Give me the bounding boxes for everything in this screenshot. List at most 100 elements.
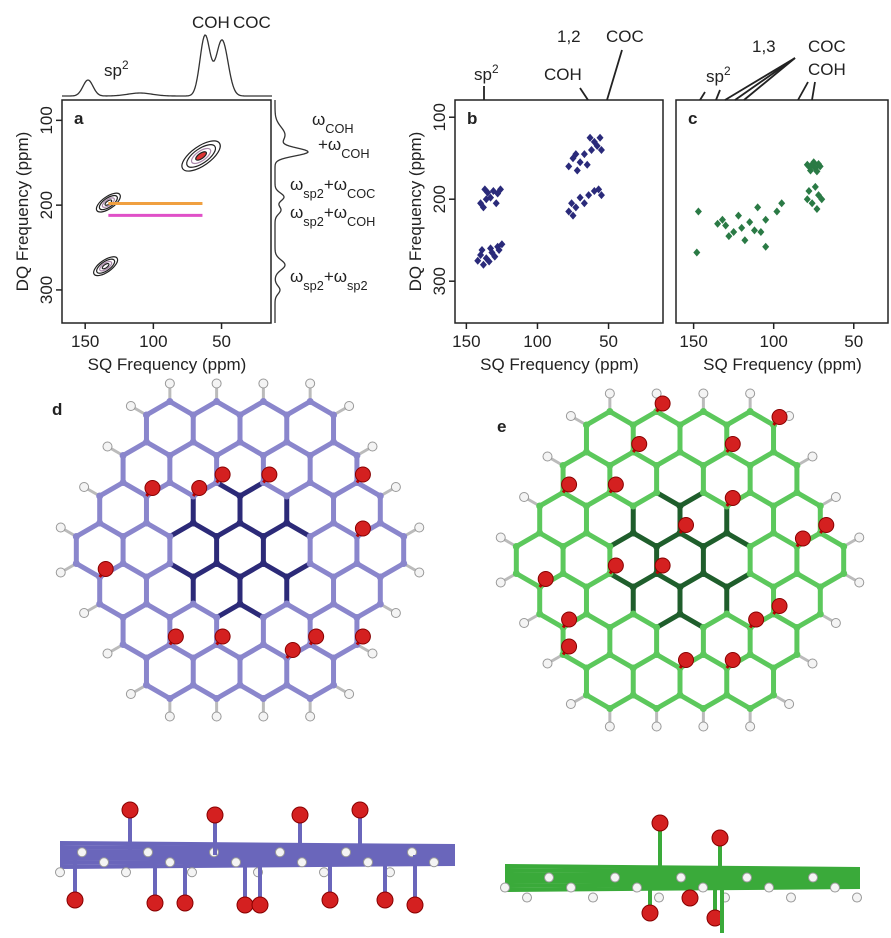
carbon [653,489,660,496]
x-tick-label: 50 [599,332,618,351]
x-tick-label: 100 [523,332,551,351]
oxygen [352,802,368,818]
carbon [190,520,197,527]
hydrogen [746,389,755,398]
carbon [143,601,150,608]
oxygen [355,521,370,536]
carbon [237,439,244,446]
carbon [583,611,590,618]
carbon [677,584,684,591]
carbon [307,614,314,621]
oxygen [772,410,787,425]
hydrogen [306,379,315,388]
carbon [260,398,267,405]
annotation-part: ω [290,203,303,222]
carbon [307,533,314,540]
oxygen [712,830,728,846]
carbon [283,682,290,689]
carbon [213,398,220,405]
annotation-part: +ω [324,203,347,222]
carbon [536,530,543,537]
carbon [653,543,660,550]
oxygen [608,558,623,573]
hydrogen [126,690,135,699]
annotation: COH [808,60,846,79]
carbon [677,692,684,699]
oxygen [355,467,370,482]
oxygen [772,599,787,614]
y-tick-label: 200 [430,185,449,213]
carbon [400,533,407,540]
annotation-part: COH [544,65,582,84]
carbon [283,574,290,581]
carbon [747,408,754,415]
carbon [213,533,220,540]
carbon [606,651,613,658]
hydrogen [320,868,329,877]
hydrogen [166,858,175,867]
carbon [73,533,80,540]
carbon [747,543,754,550]
carbon [120,560,127,567]
carbon [330,682,337,689]
oxygen [407,897,423,913]
figure: a15010050100200300SQ Frequency (ppm)DQ F… [0,0,891,933]
bond [60,847,455,849]
carbon [817,584,824,591]
carbon [700,651,707,658]
carbon [330,412,337,419]
carbon [723,692,730,699]
x-tick-label: 150 [679,332,707,351]
hydrogen [831,883,840,892]
oxygen [682,890,698,906]
bond [60,858,455,859]
annotation-part: sp [474,65,492,84]
annotation-part: COH [192,13,230,32]
hydrogen [165,379,174,388]
annotation: COH [544,65,582,84]
carbon [307,695,314,702]
oxygen [168,629,183,644]
hydrogen [415,568,424,577]
hydrogen [368,649,377,658]
hydrogen [605,389,614,398]
oxygen [122,802,138,818]
hydrogen [831,619,840,628]
hydrogen [545,873,554,882]
annotation: 1,3 [752,37,776,56]
carbon [377,520,384,527]
carbon [283,493,290,500]
hydrogen [144,848,153,857]
y-tick-label: 200 [37,191,56,219]
oxygen [795,531,810,546]
carbon [353,614,360,621]
oxygen [655,558,670,573]
oxygen [98,562,113,577]
carbon [190,412,197,419]
carbon [330,439,337,446]
carbon [817,503,824,510]
annotation: COC [808,37,846,56]
carbon [96,493,103,500]
annotation-part: COH [347,214,375,229]
oxygen [632,437,647,452]
annotation-part: ω [312,110,325,129]
carbon [700,624,707,631]
carbon [606,705,613,712]
hydrogen [368,442,377,451]
hydrogen [855,578,864,587]
carbon [190,574,197,581]
annotation-part: 2 [492,62,499,76]
x-axis-label: SQ Frequency (ppm) [88,355,247,374]
carbon [770,503,777,510]
carbon [723,422,730,429]
hydrogen [165,712,174,721]
carbon [653,624,660,631]
carbon [630,611,637,618]
oxygen [215,629,230,644]
oxygen [819,518,834,533]
hydrogen [80,609,89,618]
carbon [793,651,800,658]
carbon [770,530,777,537]
panel-label: b [467,109,477,128]
